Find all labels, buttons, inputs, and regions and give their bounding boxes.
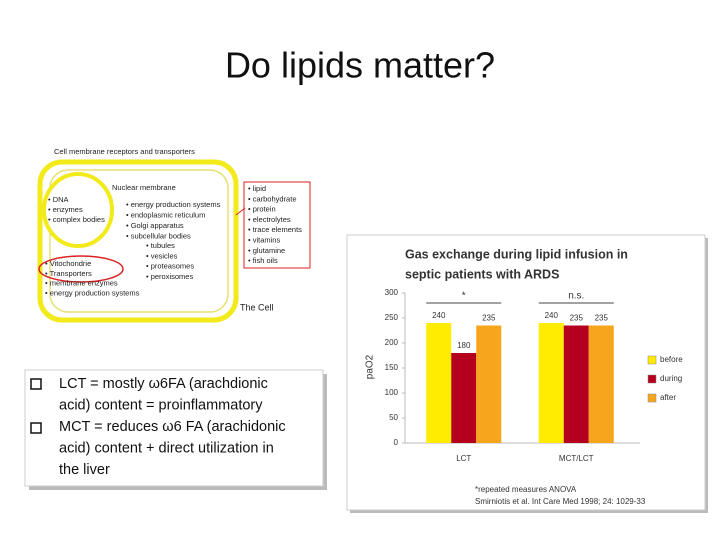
diagram-item: • endoplasmic reticulum bbox=[126, 210, 205, 219]
legend-label: during bbox=[660, 374, 682, 383]
value-label: 240 bbox=[545, 311, 559, 320]
cell-diagram: Cell membrane receptors and transporters… bbox=[37, 147, 311, 323]
bullet-box: LCT = mostly ω6FA (arachdionic acid) cont… bbox=[24, 369, 327, 490]
legend-swatch bbox=[647, 374, 657, 384]
y-tick-label: 100 bbox=[385, 388, 399, 397]
value-label: 235 bbox=[570, 314, 584, 323]
diagram-item: • trace elements bbox=[248, 225, 302, 234]
nutrient-box bbox=[243, 181, 311, 269]
diagram-item: • vitamins bbox=[248, 235, 280, 244]
diagram-item: • peroxisomes bbox=[146, 272, 193, 281]
diagram-item: • lipid bbox=[248, 184, 266, 193]
diagram-item: • energy production systems bbox=[126, 200, 221, 209]
y-tick-label: 150 bbox=[385, 363, 399, 372]
diagram-item: • subcellular bodies bbox=[126, 231, 191, 240]
x-tick-label: MCT/LCT bbox=[559, 454, 594, 463]
chart-note: Smirniotis et al. Int Care Med 1998; 24:… bbox=[475, 497, 646, 506]
diagram-item: • tubules bbox=[146, 241, 175, 250]
arrow bbox=[235, 207, 246, 216]
chart-note: *repeated measures ANOVA bbox=[475, 485, 577, 494]
value-label: 235 bbox=[595, 314, 609, 323]
diagram-item: • electrolytes bbox=[248, 215, 291, 224]
y-tick-label: 0 bbox=[394, 438, 399, 447]
bar bbox=[538, 323, 564, 443]
value-label: 235 bbox=[482, 314, 496, 323]
diagram-item: • enzymes bbox=[48, 205, 83, 214]
chart-title: Gas exchange during lipid infusion in bbox=[405, 247, 628, 261]
diagram-label: Nuclear membrane bbox=[112, 183, 176, 192]
slide-title: Do lipids matter? bbox=[225, 45, 495, 86]
bullet-icon bbox=[30, 378, 42, 390]
diagram-item: • proteasomes bbox=[146, 262, 194, 271]
bar bbox=[563, 325, 589, 443]
bullet-text: acid) content = proinflammatory bbox=[59, 397, 263, 413]
y-tick-label: 250 bbox=[385, 313, 399, 322]
bullet-text: MCT = reduces ω6 FA (arachidonic bbox=[59, 419, 286, 435]
significance-label: n.s. bbox=[568, 291, 584, 302]
bullet-text: the liver bbox=[59, 462, 110, 478]
diagram-item: • Transporters bbox=[45, 269, 92, 278]
nucleus bbox=[42, 172, 114, 248]
diagram-item: • DNA bbox=[48, 195, 69, 204]
diagram-item: • complex bodies bbox=[48, 215, 105, 224]
bullet-text: acid) content + direct utilization in bbox=[59, 440, 274, 456]
diagram-item: • Vitochondrie bbox=[45, 259, 91, 268]
cell-inner bbox=[49, 169, 229, 313]
chart-title: septic patients with ARDS bbox=[405, 267, 559, 281]
legend-swatch bbox=[647, 355, 657, 365]
diagram-item: • Golgi apparatus bbox=[126, 221, 184, 230]
x-tick-label: LCT bbox=[456, 454, 471, 463]
value-label: 240 bbox=[432, 311, 446, 320]
diagram-item: • protein bbox=[248, 205, 276, 214]
diagram-item: • carbohydrate bbox=[248, 194, 297, 203]
diagram-item: • vesicles bbox=[146, 251, 178, 260]
cell-outline bbox=[37, 159, 239, 323]
legend-label: after bbox=[660, 393, 676, 402]
y-tick-label: 50 bbox=[389, 413, 398, 422]
box bbox=[24, 369, 324, 487]
diagram-item: • energy production systems bbox=[45, 288, 140, 297]
panel bbox=[346, 234, 706, 511]
bar bbox=[426, 323, 452, 443]
legend-label: before bbox=[660, 355, 683, 364]
legend-swatch bbox=[647, 393, 657, 403]
bar bbox=[588, 325, 614, 443]
bullet-text: LCT = mostly ω6FA (arachdionic bbox=[59, 376, 268, 392]
bullet-icon bbox=[30, 422, 42, 434]
highlight-ellipse bbox=[38, 255, 124, 283]
y-tick-label: 300 bbox=[385, 288, 399, 297]
diagram-caption: The Cell bbox=[240, 302, 274, 312]
y-axis-label: paO2 bbox=[365, 354, 376, 379]
chart-panel: Gas exchange during lipid infusion in sep… bbox=[346, 234, 708, 513]
diagram-heading: Cell membrane receptors and transporters bbox=[54, 147, 195, 156]
bar bbox=[451, 353, 477, 443]
significance-label: * bbox=[462, 291, 466, 302]
diagram-item: • glutamine bbox=[248, 246, 285, 255]
bar bbox=[476, 325, 502, 443]
value-label: 180 bbox=[457, 341, 471, 350]
diagram-item: • membrane enzymes bbox=[45, 279, 118, 288]
y-tick-label: 200 bbox=[385, 338, 399, 347]
diagram-item: • fish oils bbox=[248, 256, 278, 265]
